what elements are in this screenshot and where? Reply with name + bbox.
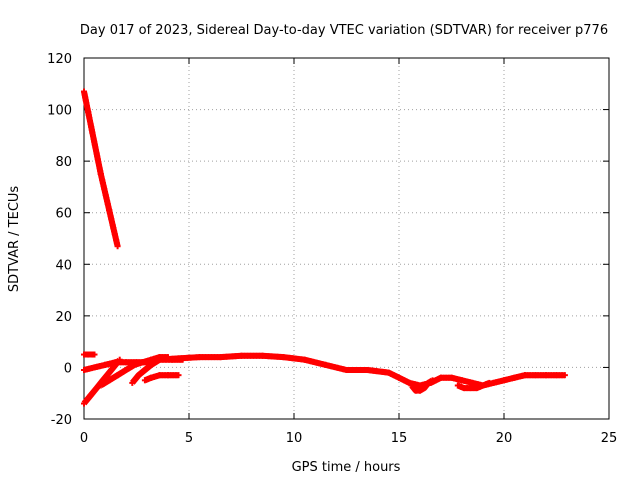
- data-point: [429, 377, 436, 384]
- data-point: [486, 379, 493, 386]
- y-axis-label: SDTVAR / TECUs: [7, 186, 22, 293]
- data-point: [476, 383, 483, 390]
- data-point: [457, 383, 464, 390]
- x-tick-label: 25: [601, 431, 618, 446]
- x-tick-label: 15: [391, 431, 408, 446]
- data-point: [91, 351, 98, 358]
- data-point: [454, 382, 461, 389]
- data-point: [561, 372, 568, 379]
- axis-ticks: 0 5 10 15 20 25 -20 0 20 40 60 80 100 120: [47, 52, 617, 446]
- data-point: [145, 376, 152, 383]
- data-point: [114, 243, 121, 250]
- y-tick-label: -20: [51, 413, 72, 428]
- grid-lines: [84, 58, 609, 419]
- plot-frame: [83, 57, 610, 420]
- y-tick-label: 40: [55, 258, 72, 273]
- x-tick-label: 0: [80, 431, 88, 446]
- data-point: [141, 377, 148, 384]
- data-point: [144, 359, 150, 366]
- x-axis-label: GPS time / hours: [292, 460, 401, 475]
- y-tick-label: 80: [55, 155, 72, 170]
- x-tick-label: 5: [185, 431, 193, 446]
- data-point: [483, 381, 490, 388]
- data-point: [473, 385, 480, 392]
- data-point: [480, 382, 486, 389]
- data-points: [81, 88, 568, 407]
- chart-title: Day 017 of 2023, Sidereal Day-to-day VTE…: [80, 23, 608, 38]
- x-tick-label: 10: [286, 431, 303, 446]
- y-tick-label: 20: [55, 310, 72, 325]
- data-point: [175, 372, 182, 379]
- y-tick-label: 120: [47, 52, 72, 67]
- y-tick-label: 0: [64, 361, 72, 376]
- y-tick-label: 100: [47, 104, 72, 119]
- y-tick-label: 60: [55, 207, 72, 222]
- x-tick-label: 20: [496, 431, 513, 446]
